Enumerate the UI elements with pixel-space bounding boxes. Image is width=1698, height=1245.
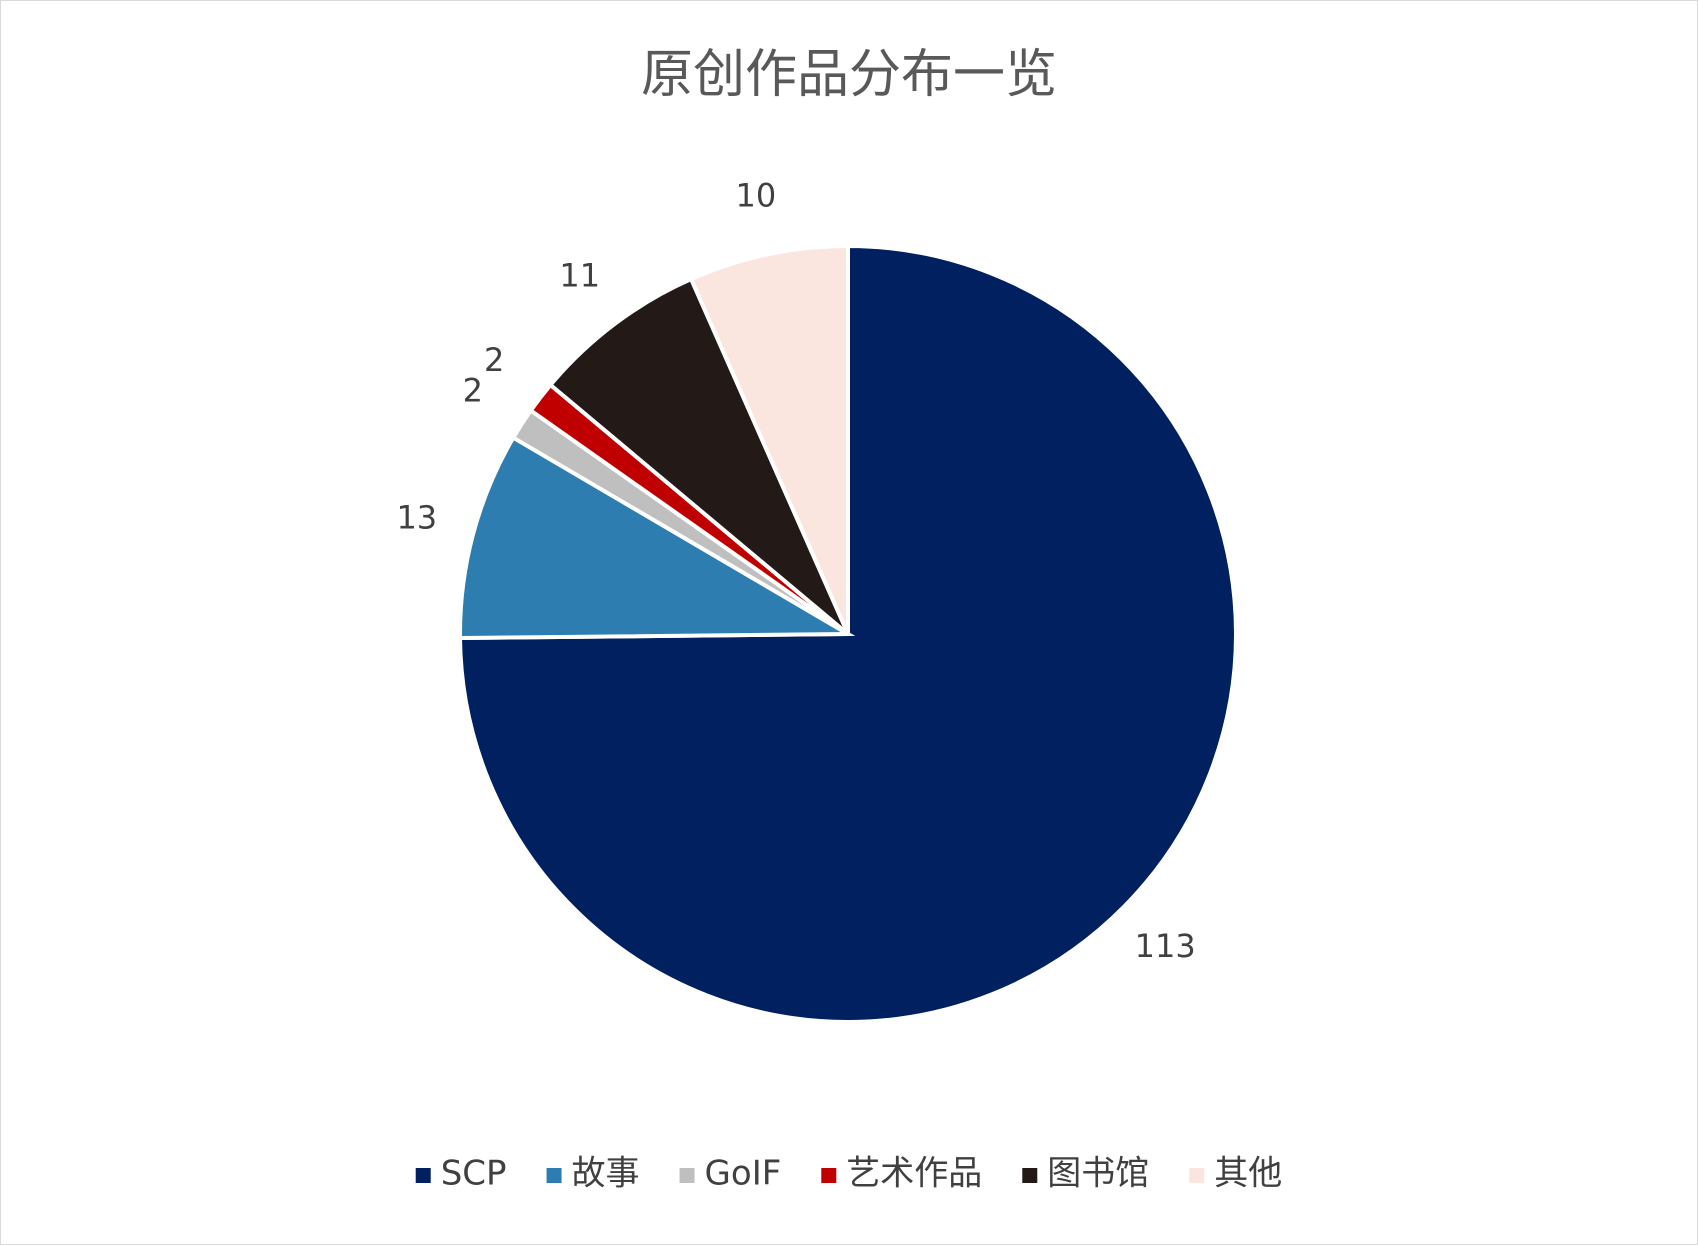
legend-label: GoIF — [705, 1154, 782, 1194]
data-label: 2 — [484, 341, 504, 379]
data-label: 13 — [396, 498, 437, 536]
legend-marker — [546, 1168, 562, 1183]
pie-slice — [688, 243, 850, 635]
legend-label: SCP — [441, 1154, 507, 1194]
data-label: 11 — [559, 256, 600, 294]
legend-label: 艺术作品 — [846, 1154, 982, 1194]
chart-title: 原创作品分布一览 — [641, 45, 1057, 105]
legend-label: 其他 — [1214, 1154, 1282, 1194]
pie-slice — [458, 434, 856, 641]
data-label: 113 — [1135, 927, 1196, 965]
legend-marker — [821, 1168, 837, 1183]
pie-slice — [457, 243, 1238, 1024]
legend-marker — [1022, 1168, 1038, 1183]
data-label: 2 — [463, 371, 483, 409]
legend-label: 图书馆 — [1047, 1154, 1149, 1194]
data-label: 10 — [735, 176, 776, 214]
legend-marker — [679, 1168, 695, 1183]
pie-slice — [547, 276, 850, 636]
legend-marker — [415, 1168, 431, 1183]
legend-marker — [1189, 1168, 1205, 1183]
legend-label: 故事 — [572, 1154, 640, 1194]
